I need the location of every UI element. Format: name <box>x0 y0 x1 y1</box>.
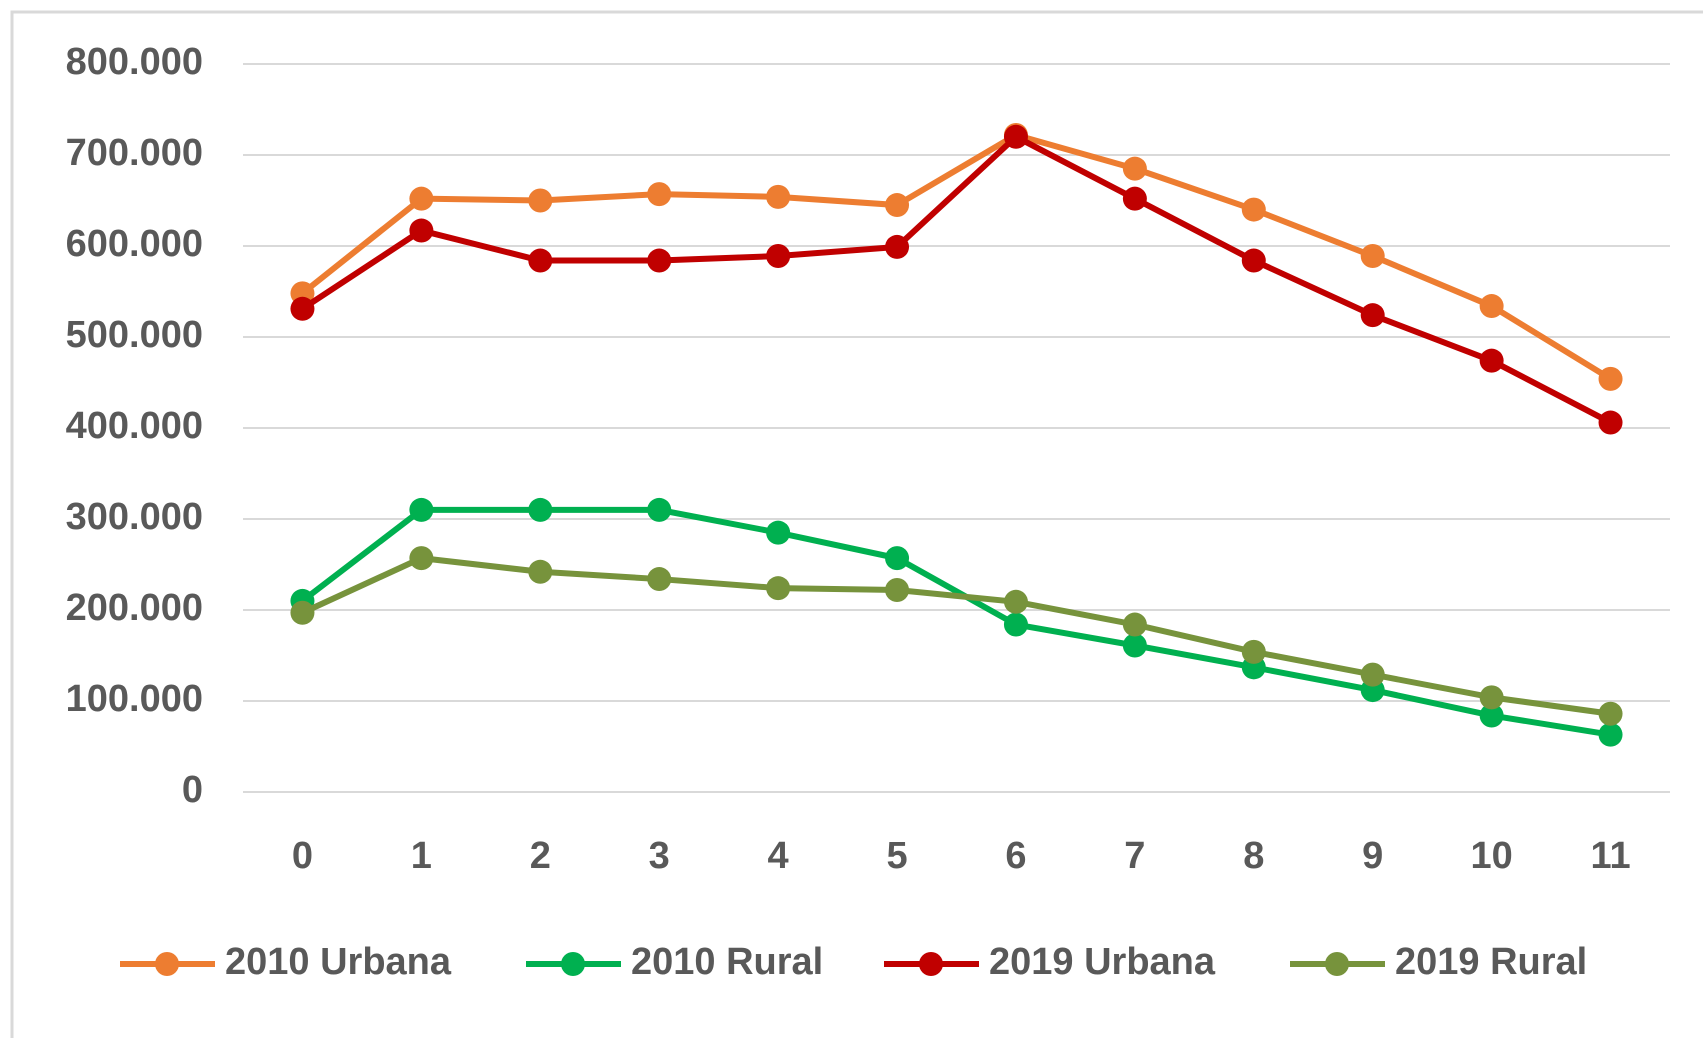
series-line <box>300 506 1612 738</box>
data-point <box>1003 612 1028 637</box>
x-tick-label: 5 <box>886 835 907 877</box>
data-point <box>1598 410 1623 435</box>
data-point <box>885 546 910 571</box>
data-point <box>766 576 791 601</box>
data-point <box>1241 197 1266 222</box>
x-tick-label: 6 <box>1005 835 1026 877</box>
x-tick-label: 1 <box>411 835 432 877</box>
x-tick-label: 2 <box>530 835 551 877</box>
y-tick-label: 600.000 <box>66 223 203 265</box>
y-tick-label: 200.000 <box>66 587 203 629</box>
data-point <box>528 497 553 522</box>
data-point <box>1479 348 1504 373</box>
data-point <box>1122 186 1147 211</box>
x-tick-label: 10 <box>1470 835 1512 877</box>
data-point <box>1598 722 1623 747</box>
y-tick-label: 400.000 <box>66 405 203 447</box>
data-point <box>1360 662 1385 687</box>
legend-marker <box>1325 952 1349 976</box>
legend-marker <box>919 952 943 976</box>
x-tick-label: 8 <box>1243 835 1264 877</box>
series-line <box>300 133 1612 426</box>
data-point <box>290 600 315 625</box>
data-point <box>1241 639 1266 664</box>
y-tick-label: 700.000 <box>66 132 203 174</box>
y-tick-label: 500.000 <box>66 314 203 356</box>
data-point <box>647 567 672 592</box>
data-point <box>290 296 315 321</box>
data-point <box>766 184 791 209</box>
data-point <box>1598 701 1623 726</box>
legend-label: 2010 Rural <box>631 941 823 983</box>
data-point <box>1360 244 1385 269</box>
data-point <box>528 248 553 273</box>
series-line <box>301 555 1611 717</box>
data-point <box>1122 633 1147 658</box>
data-point <box>647 182 672 207</box>
chart-frame <box>10 10 1703 1038</box>
x-tick-label: 4 <box>768 835 789 877</box>
legend-marker <box>561 952 585 976</box>
data-point <box>647 497 672 522</box>
data-point <box>885 577 910 602</box>
data-point <box>647 248 672 273</box>
data-point <box>885 234 910 259</box>
data-point <box>1241 248 1266 273</box>
data-point <box>409 186 434 211</box>
data-point <box>1479 294 1504 319</box>
data-point <box>1003 124 1028 149</box>
data-point <box>1479 685 1504 710</box>
x-tick-label: 0 <box>292 835 313 877</box>
data-point <box>1479 703 1504 728</box>
x-tick-label: 9 <box>1362 835 1383 877</box>
data-point <box>1598 366 1623 391</box>
legend-marker <box>155 952 179 976</box>
x-tick-label: 3 <box>649 835 670 877</box>
y-tick-label: 100.000 <box>66 678 203 720</box>
x-tick-label: 11 <box>1590 835 1630 877</box>
data-point <box>766 244 791 269</box>
legend-label: 2019 Urbana <box>989 941 1216 983</box>
data-point <box>409 497 434 522</box>
y-tick-label: 0 <box>182 769 203 811</box>
data-point <box>528 559 553 584</box>
legend-label: 2019 Rural <box>1395 941 1587 983</box>
x-tick-label: 7 <box>1124 835 1145 877</box>
data-point <box>409 218 434 243</box>
data-point <box>885 193 910 218</box>
data-point <box>766 520 791 545</box>
data-point <box>409 546 434 571</box>
data-point <box>1003 589 1028 614</box>
data-point <box>1122 156 1147 181</box>
data-point <box>1360 303 1385 328</box>
legend-label: 2010 Urbana <box>225 941 452 983</box>
y-tick-label: 300.000 <box>66 496 203 538</box>
series-line <box>300 131 1613 382</box>
y-tick-label: 800.000 <box>66 41 203 83</box>
data-point <box>528 188 553 213</box>
data-point <box>1122 612 1147 637</box>
